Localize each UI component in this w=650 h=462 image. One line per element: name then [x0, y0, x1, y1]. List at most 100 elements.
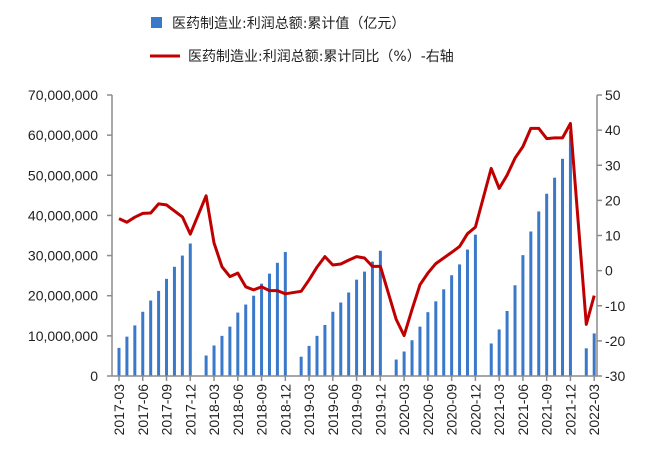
right-tick-label: 10 — [605, 228, 621, 244]
x-tick-label: 2017-06 — [135, 384, 151, 436]
x-tick-label: 2017-12 — [182, 384, 198, 436]
x-tick-label: 2019-12 — [372, 384, 388, 436]
x-tick-label: 2019-03 — [301, 384, 317, 436]
bar-2017-07 — [149, 300, 153, 376]
right-tick-label: -10 — [605, 298, 625, 314]
bar-2021-11 — [561, 158, 565, 376]
left-tick-label: 60,000,000 — [28, 127, 98, 143]
bar-2018-04 — [220, 335, 224, 376]
x-tick-label: 2019-06 — [325, 384, 341, 436]
left-tick-label: 40,000,000 — [28, 207, 98, 223]
x-tick-label: 2020-12 — [467, 384, 483, 436]
legend: 医药制造业:利润总额:累计值（亿元） 医药制造业:利润总额:累计同比（%）-右轴 — [150, 16, 454, 65]
right-tick-label: 0 — [605, 263, 613, 279]
bar-2017-03 — [117, 347, 121, 376]
x-tick-label: 2020-03 — [396, 384, 412, 436]
left-tick-label: 30,000,000 — [28, 248, 98, 264]
bar-2018-06 — [236, 312, 240, 376]
bar-2019-09 — [355, 279, 359, 376]
x-tick-label: 2021-09 — [539, 384, 555, 436]
bar-2019-07 — [339, 302, 343, 376]
right-tick-label: -30 — [605, 368, 625, 384]
bar-2017-09 — [165, 278, 169, 376]
bar-2019-08 — [347, 292, 351, 376]
bar-2018-08 — [252, 295, 256, 376]
bar-2018-10 — [267, 273, 271, 376]
bar-2019-04 — [315, 335, 319, 376]
bar-2021-07 — [529, 231, 533, 376]
legend-label-bar: 医药制造业:利润总额:累计值（亿元） — [172, 16, 405, 32]
bar-2017-04 — [125, 336, 129, 376]
bar-2018-07 — [244, 304, 248, 376]
bar-2021-08 — [537, 211, 541, 376]
left-tick-label: 10,000,000 — [28, 328, 98, 344]
x-tick-label: 2018-09 — [254, 384, 270, 436]
bar-2020-10 — [458, 264, 462, 376]
bar-2019-02 — [299, 356, 303, 376]
x-tick-label: 2021-03 — [491, 384, 507, 436]
bar-2019-05 — [323, 325, 327, 376]
bar-2019-11 — [370, 261, 374, 376]
bar-2020-12 — [473, 234, 477, 376]
bar-2018-09 — [260, 283, 264, 376]
x-tick-label: 2022-03 — [586, 384, 602, 436]
right-tick-label: -20 — [605, 333, 625, 349]
bar-2021-03 — [497, 329, 501, 376]
bar-2021-05 — [513, 285, 517, 376]
bar-2020-11 — [465, 249, 469, 376]
bar-2021-10 — [553, 177, 557, 376]
bar-2019-03 — [307, 345, 311, 376]
right-tick-label: 20 — [605, 192, 621, 208]
bar-2022-02 — [584, 348, 588, 376]
x-tick-label: 2019-09 — [349, 384, 365, 436]
bar-2019-10 — [363, 271, 367, 376]
bar-2020-07 — [434, 301, 438, 376]
legend-swatch-bar — [151, 17, 162, 28]
bar-2018-05 — [228, 326, 232, 376]
bar-2017-10 — [172, 266, 176, 376]
bar-2020-08 — [442, 289, 446, 376]
bar-2021-12 — [568, 131, 572, 376]
bar-2018-11 — [275, 262, 279, 376]
bar-2021-06 — [521, 255, 525, 376]
bar-2017-06 — [141, 311, 145, 376]
bar-2021-02 — [489, 343, 493, 376]
bar-2021-04 — [505, 310, 509, 376]
bar-2020-03 — [402, 351, 406, 376]
bar-2018-03 — [212, 345, 216, 376]
x-tick-label: 2017-03 — [111, 384, 127, 436]
bar-2020-05 — [418, 326, 422, 376]
x-tick-label: 2020-09 — [444, 384, 460, 436]
x-tick-label: 2021-06 — [515, 384, 531, 436]
x-tick-label: 2018-06 — [230, 384, 246, 436]
bar-2022-03 — [592, 333, 596, 376]
x-tick-label: 2017-09 — [159, 384, 175, 436]
bar-2020-04 — [410, 340, 414, 376]
bar-2021-09 — [545, 193, 549, 376]
bar-2018-02 — [204, 355, 208, 376]
yoy-growth-line — [118, 122, 596, 338]
left-tick-label: 20,000,000 — [28, 288, 98, 304]
x-tick-label: 2021-12 — [562, 384, 578, 436]
bar-2020-09 — [450, 275, 454, 376]
bar-2018-12 — [283, 251, 287, 376]
x-tick-label: 2018-12 — [277, 384, 293, 436]
right-tick-label: 50 — [605, 87, 621, 103]
left-tick-label: 0 — [90, 368, 98, 384]
x-tick-label: 2020-06 — [420, 384, 436, 436]
bar-2017-12 — [188, 243, 192, 376]
bar-2020-02 — [394, 359, 398, 376]
bar-2017-05 — [133, 325, 137, 376]
right-tick-label: 30 — [605, 157, 621, 173]
legend-label-line: 医药制造业:利润总额:累计同比（%）-右轴 — [188, 49, 454, 65]
x-tick-label: 2018-03 — [206, 384, 222, 436]
left-tick-label: 70,000,000 — [28, 87, 98, 103]
bar-2020-06 — [426, 312, 430, 376]
bar-2019-06 — [331, 311, 335, 376]
right-tick-label: 40 — [605, 122, 621, 138]
bar-2017-11 — [180, 255, 184, 376]
left-tick-label: 50,000,000 — [28, 167, 98, 183]
bar-2019-12 — [378, 250, 382, 376]
bar-2017-08 — [157, 290, 161, 376]
